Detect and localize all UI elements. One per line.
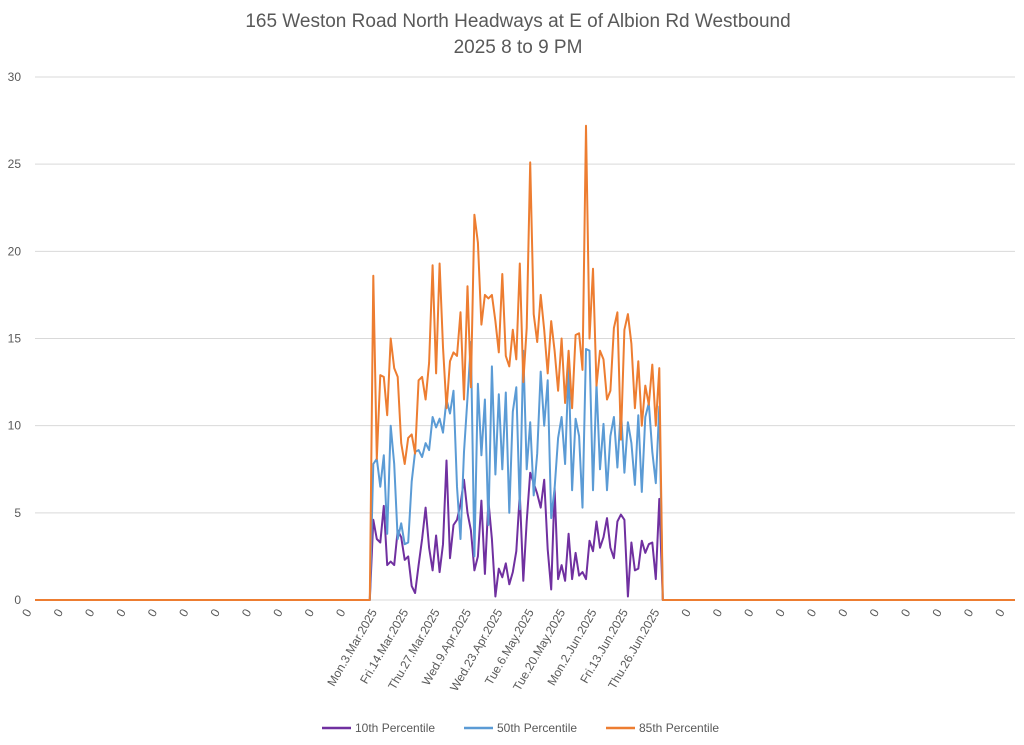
x-tick-label: 0	[835, 606, 851, 619]
y-axis-ticks: 0 5 10 15 20 25 30	[8, 70, 22, 607]
y-tick-label: 25	[8, 157, 22, 171]
y-tick-label: 20	[8, 244, 22, 258]
x-tick-label: 0	[961, 606, 977, 619]
x-tick-label: 0	[19, 606, 35, 619]
y-tick-label: 15	[8, 332, 22, 346]
x-tick-label: 0	[207, 606, 223, 619]
x-tick-label: 0	[113, 606, 129, 619]
x-tick-label: 0	[741, 606, 757, 619]
x-tick-label: 0	[992, 606, 1008, 619]
x-tick-label: 0	[898, 606, 914, 619]
y-tick-label: 0	[14, 593, 21, 607]
x-tick-label: 0	[239, 606, 255, 619]
y-tick-label: 5	[14, 506, 21, 520]
x-axis-ticks: 0000000000000000000000000000Mon.3.Mar.20…	[0, 606, 1008, 693]
legend-label: 85th Percentile	[639, 721, 719, 735]
series-line-85th-percentile	[35, 124, 1015, 601]
legend: 10th Percentile 50th Percentile 85th Perce…	[322, 721, 719, 735]
series-line-10th-percentile	[35, 459, 1015, 601]
y-tick-label: 30	[8, 70, 22, 84]
x-tick-label: 0	[302, 606, 318, 619]
x-tick-label: 0	[82, 606, 98, 619]
x-tick-label: 0	[0, 606, 3, 619]
gridlines	[35, 76, 1015, 601]
chart-subtitle: 2025 8 to 9 PM	[454, 37, 583, 58]
x-tick-label: 0	[804, 606, 820, 619]
legend-label: 10th Percentile	[355, 721, 435, 735]
x-tick-label: 0	[772, 606, 788, 619]
x-tick-label: 0	[333, 606, 349, 619]
legend-label: 50th Percentile	[497, 721, 577, 735]
x-tick-label: 0	[867, 606, 883, 619]
x-tick-label: 0	[929, 606, 945, 619]
x-tick-label: 0	[51, 606, 67, 619]
y-tick-label: 10	[8, 419, 22, 433]
series-line-50th-percentile	[35, 341, 1015, 601]
series-lines	[35, 124, 1015, 601]
x-tick-label: 0	[710, 606, 726, 619]
x-tick-label: 0	[270, 606, 286, 619]
x-tick-label: 0	[678, 606, 694, 619]
chart-title: 165 Weston Road North Headways at E of A…	[245, 11, 790, 32]
x-tick-label: 0	[145, 606, 161, 619]
x-tick-label: 0	[176, 606, 192, 619]
